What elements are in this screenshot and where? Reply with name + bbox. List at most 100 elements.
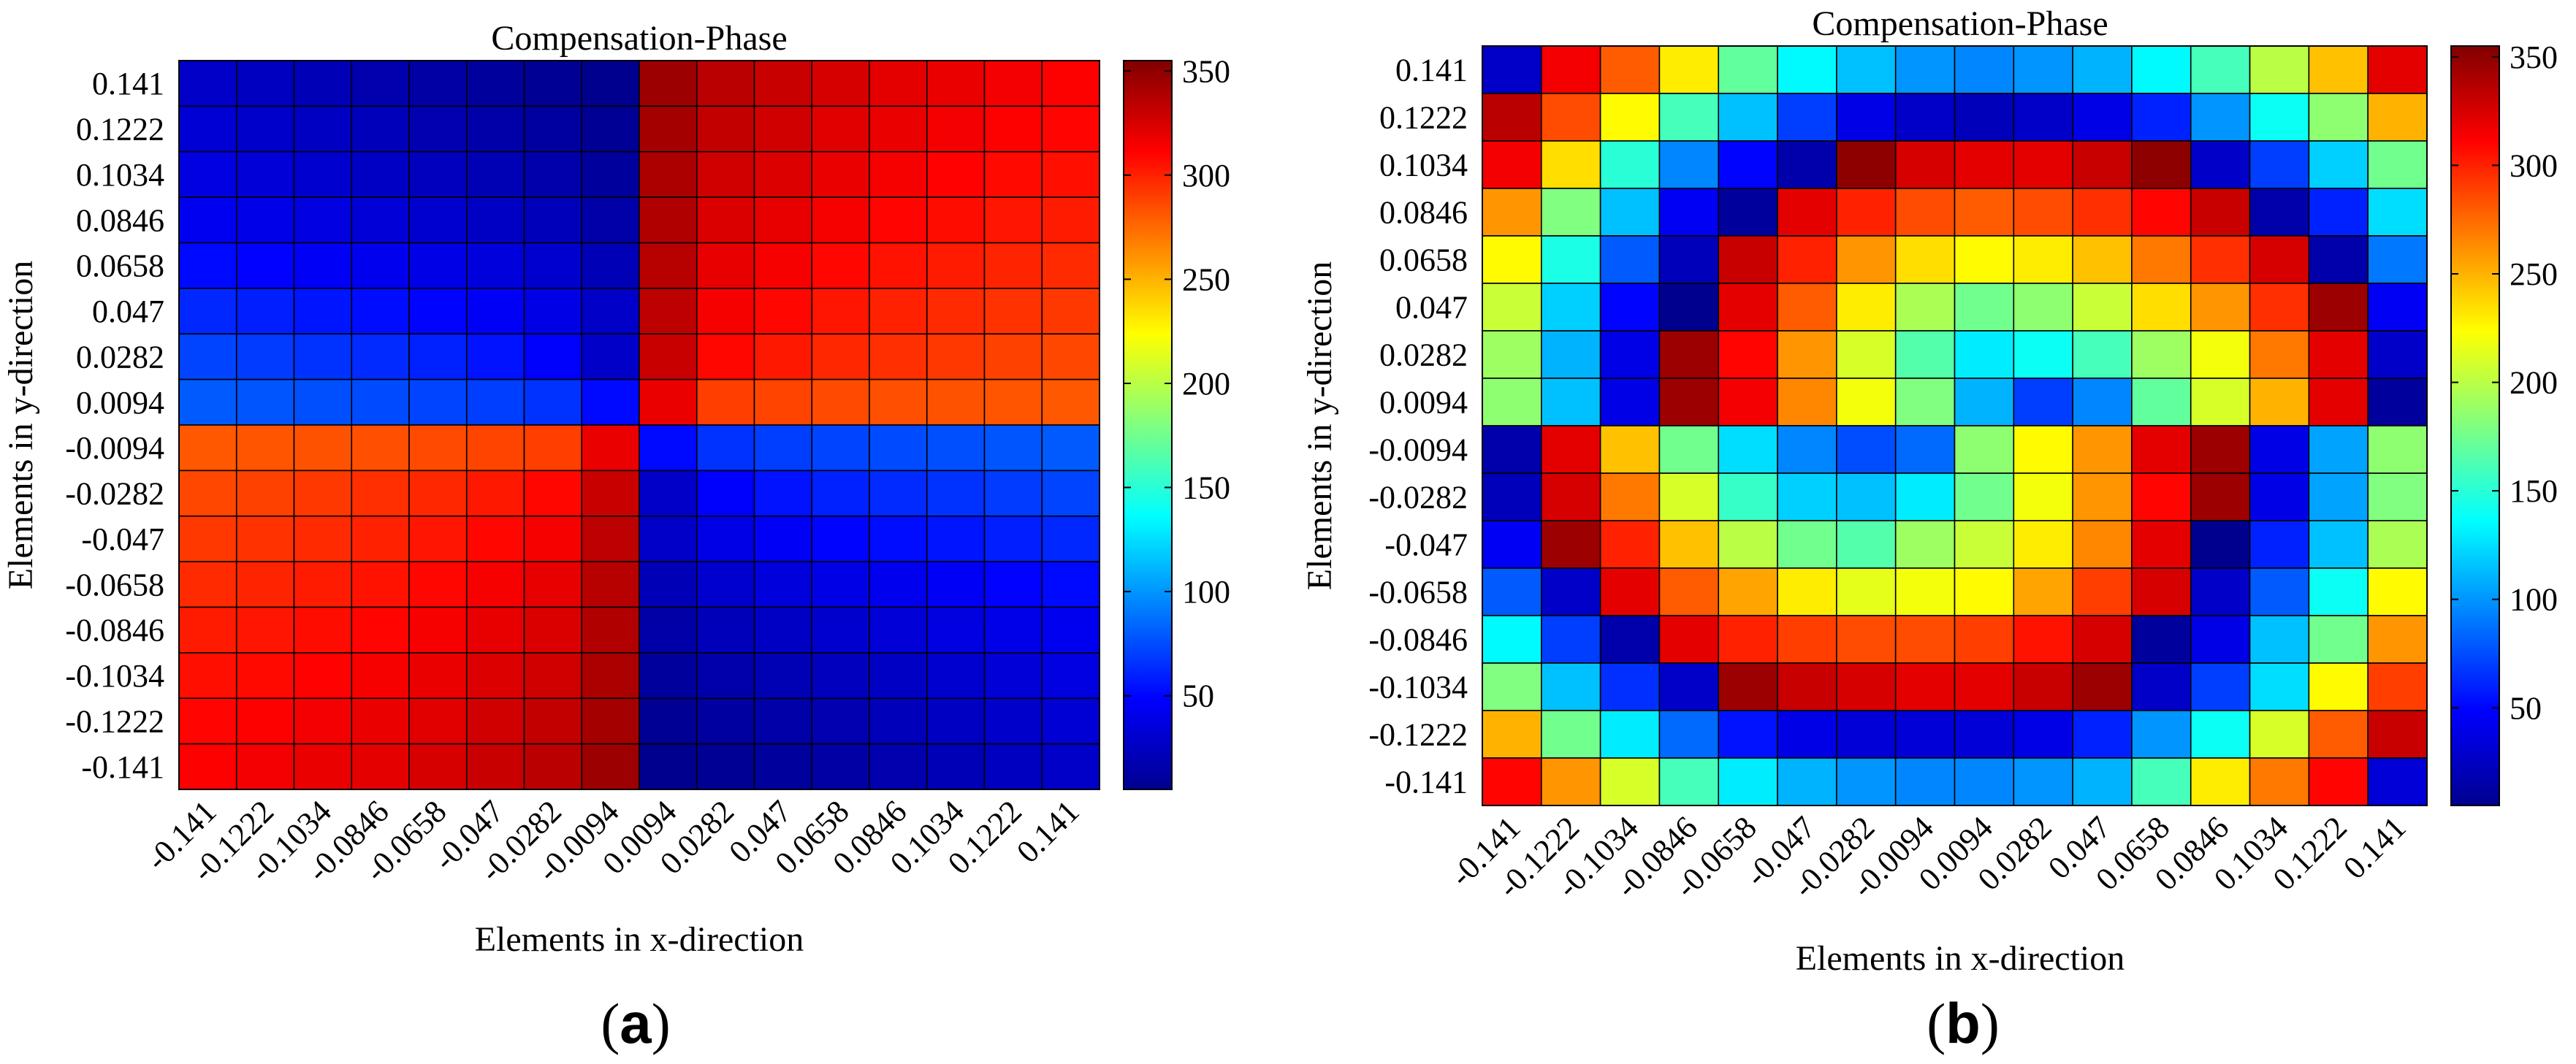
heatmap-cell bbox=[2190, 710, 2251, 759]
heatmap-cell bbox=[2367, 45, 2428, 94]
heatmap-cell bbox=[2249, 710, 2310, 759]
heatmap-cell bbox=[2249, 567, 2310, 616]
heatmap-cell bbox=[1836, 45, 1897, 94]
heatmap-cell bbox=[408, 470, 468, 517]
heatmap-cell bbox=[753, 652, 813, 700]
heatmap-cell bbox=[2367, 93, 2428, 142]
heatmap-cell bbox=[1954, 93, 2015, 142]
y-tick-label: -0.0658 bbox=[65, 567, 164, 602]
heatmap-cell bbox=[696, 196, 755, 244]
heatmap-cell bbox=[983, 652, 1043, 700]
heatmap-cell bbox=[811, 60, 870, 107]
heatmap-cell bbox=[351, 515, 410, 562]
heatmap-cell bbox=[926, 378, 986, 426]
heatmap-cell bbox=[639, 652, 698, 700]
heatmap-cell bbox=[465, 652, 525, 700]
heatmap-cell bbox=[178, 333, 237, 380]
heatmap-cell bbox=[523, 697, 583, 745]
heatmap-cell bbox=[465, 424, 525, 472]
heatmap-cell bbox=[1718, 472, 1778, 521]
colorbar-tick-label: 200 bbox=[1182, 366, 1230, 402]
heatmap-cell bbox=[869, 196, 928, 244]
heatmap-cell bbox=[351, 697, 410, 745]
heatmap-cell bbox=[2249, 472, 2310, 521]
heatmap-cell bbox=[926, 288, 986, 335]
heatmap-cell bbox=[1894, 567, 1956, 616]
heatmap-cell bbox=[351, 150, 410, 198]
heatmap-cell bbox=[2190, 93, 2251, 142]
heatmap-cell bbox=[408, 333, 468, 380]
heatmap-cell bbox=[1599, 378, 1661, 426]
y-tick-label: 0.141 bbox=[1395, 53, 1468, 88]
heatmap-cell bbox=[581, 515, 640, 562]
heatmap-cell bbox=[1954, 140, 2015, 189]
heatmap-cell bbox=[178, 652, 237, 700]
heatmap-cell bbox=[983, 606, 1043, 654]
heatmap-cell bbox=[178, 515, 237, 562]
colorbar-tick-label: 200 bbox=[2510, 365, 2558, 401]
heatmap-cell bbox=[2249, 45, 2310, 94]
heatmap-cell bbox=[1777, 425, 1837, 474]
heatmap-cell bbox=[1658, 615, 1720, 664]
heatmap-cell bbox=[1954, 283, 2015, 332]
heatmap-cell bbox=[1041, 652, 1100, 700]
heatmap-frame bbox=[1482, 45, 2428, 806]
heatmap-cell bbox=[465, 333, 525, 380]
heatmap-cell bbox=[2367, 472, 2428, 521]
heatmap-cell bbox=[1541, 567, 1601, 616]
heatmap-cell bbox=[2131, 188, 2192, 237]
colorbar-tick-label: 150 bbox=[1182, 470, 1230, 506]
heatmap-cell bbox=[1954, 188, 2015, 237]
heatmap-cell bbox=[926, 606, 986, 654]
heatmap-cell bbox=[465, 196, 525, 244]
heatmap-cell bbox=[1777, 567, 1837, 616]
heatmap-cell bbox=[1041, 105, 1100, 153]
heatmap-cells bbox=[178, 60, 1100, 790]
heatmap-cell bbox=[293, 242, 353, 289]
panel-label: (b) bbox=[1927, 991, 2000, 1055]
heatmap-cell bbox=[1718, 710, 1778, 759]
heatmap-cell bbox=[1954, 662, 2015, 711]
heatmap-cell bbox=[983, 196, 1043, 244]
heatmap-cell bbox=[811, 515, 870, 562]
heatmap-cell bbox=[2190, 520, 2251, 569]
heatmap-cell bbox=[1836, 757, 1897, 806]
heatmap-cell bbox=[1836, 710, 1897, 759]
heatmap-cell bbox=[1894, 520, 1956, 569]
heatmap-cell bbox=[293, 424, 353, 472]
heatmap-cell bbox=[1041, 515, 1100, 562]
heatmap-cell bbox=[408, 652, 468, 700]
heatmap-cell bbox=[2249, 425, 2310, 474]
heatmap-cell bbox=[523, 196, 583, 244]
heatmap-cell bbox=[2308, 235, 2369, 284]
heatmap-cell bbox=[639, 743, 698, 790]
heatmap-cell bbox=[1718, 615, 1778, 664]
heatmap-cell bbox=[2131, 330, 2192, 379]
heatmap-cell bbox=[2249, 283, 2310, 332]
heatmap-cell bbox=[1541, 93, 1601, 142]
heatmap-cell bbox=[696, 378, 755, 426]
heatmap-cell bbox=[2013, 662, 2073, 711]
heatmap-cell bbox=[1718, 378, 1778, 426]
heatmap-cell bbox=[1041, 697, 1100, 745]
heatmap-cell bbox=[696, 333, 755, 380]
heatmap-cell bbox=[2013, 615, 2073, 664]
heatmap-cell bbox=[869, 60, 928, 107]
heatmap-cell bbox=[351, 333, 410, 380]
heatmap-cell bbox=[1658, 45, 1720, 94]
colorbar-tick-label: 350 bbox=[2510, 39, 2558, 75]
heatmap-cell bbox=[178, 424, 237, 472]
heatmap-cell bbox=[639, 150, 698, 198]
heatmap-cell bbox=[1718, 520, 1778, 569]
heatmap-cell bbox=[926, 515, 986, 562]
chart-title: Compensation-Phase bbox=[1812, 4, 2108, 43]
heatmap-cell bbox=[753, 424, 813, 472]
heatmap-cell bbox=[983, 105, 1043, 153]
heatmap-cell bbox=[2013, 330, 2073, 379]
heatmap-cell bbox=[408, 242, 468, 289]
heatmap-cell bbox=[2249, 188, 2310, 237]
heatmap-cell bbox=[753, 60, 813, 107]
panel-letter: b bbox=[1946, 991, 1981, 1055]
heatmap-cell bbox=[1777, 235, 1837, 284]
y-tick-label: 0.0846 bbox=[1379, 195, 1468, 231]
